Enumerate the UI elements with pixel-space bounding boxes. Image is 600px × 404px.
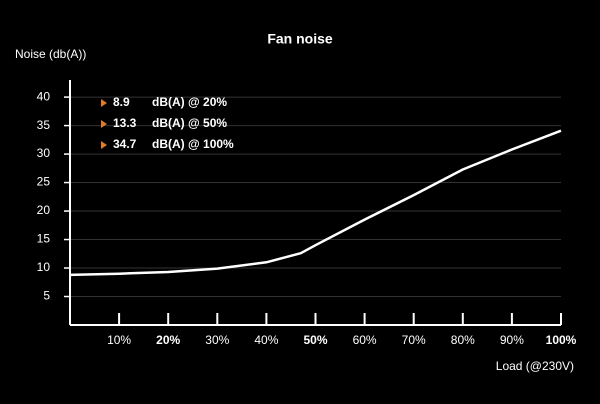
annotation-text: dB(A) @ 50% bbox=[152, 116, 227, 130]
x-tick-label: 70% bbox=[402, 333, 426, 347]
x-tick-label: 50% bbox=[303, 333, 327, 347]
annotation-text: dB(A) @ 100% bbox=[152, 137, 234, 151]
annotation-marker bbox=[101, 141, 107, 149]
y-axis-label: Noise (db(A)) bbox=[15, 47, 86, 61]
y-tick-label: 35 bbox=[37, 118, 51, 132]
annotation-value: 34.7 bbox=[113, 137, 137, 151]
x-tick-label: 30% bbox=[205, 333, 229, 347]
chart-title: Fan noise bbox=[267, 31, 333, 47]
x-tick-label: 40% bbox=[254, 333, 278, 347]
x-tick-label: 100% bbox=[546, 333, 577, 347]
y-tick-label: 5 bbox=[43, 289, 50, 303]
x-tick-label: 90% bbox=[500, 333, 524, 347]
y-tick-label: 40 bbox=[37, 89, 51, 103]
x-tick-label: 80% bbox=[451, 333, 475, 347]
x-axis-label: Load (@230V) bbox=[496, 359, 574, 373]
x-tick-label: 60% bbox=[353, 333, 377, 347]
x-tick-label: 10% bbox=[107, 333, 131, 347]
y-tick-label: 10 bbox=[37, 260, 51, 274]
x-tick-label: 20% bbox=[156, 333, 180, 347]
y-tick-label: 30 bbox=[37, 146, 51, 160]
y-tick-label: 15 bbox=[37, 232, 51, 246]
line bbox=[69, 129, 562, 277]
annotation-marker bbox=[101, 99, 107, 107]
annotation-value: 8.9 bbox=[113, 95, 130, 109]
annotation-value: 13.3 bbox=[113, 116, 137, 130]
annotation-marker bbox=[101, 120, 107, 128]
y-tick-label: 20 bbox=[37, 203, 51, 217]
annotation-text: dB(A) @ 20% bbox=[152, 95, 227, 109]
y-tick-label: 25 bbox=[37, 175, 51, 189]
